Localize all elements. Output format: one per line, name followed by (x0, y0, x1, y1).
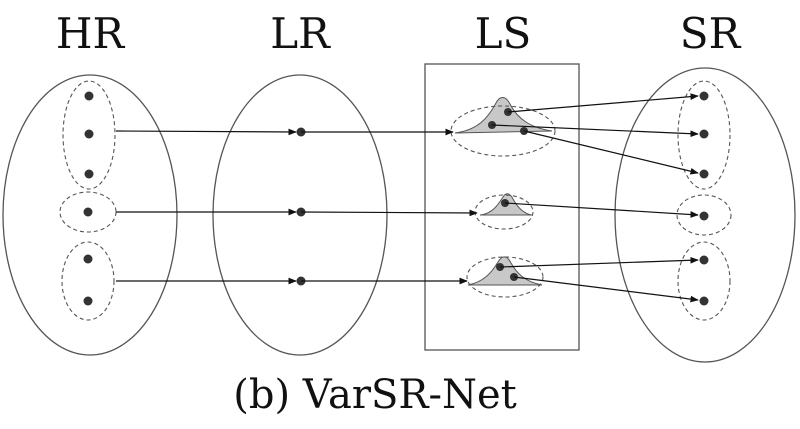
sr-point (700, 92, 709, 101)
hr-point (85, 170, 94, 179)
arrows-ls-to-sr (492, 96, 698, 300)
hr-point (84, 208, 93, 217)
ls-title: LS (475, 9, 532, 58)
sr-group-3 (678, 242, 730, 320)
hr-point (84, 297, 93, 306)
arrow (524, 131, 698, 173)
arrows-hr-to-lr (116, 131, 296, 281)
arrow (505, 203, 698, 215)
arrow (508, 96, 698, 112)
arrows-lr-to-ls (301, 132, 477, 281)
sr-point (700, 297, 709, 306)
arrow (500, 260, 698, 267)
distribution-curve (455, 97, 552, 133)
lr-title: LR (270, 9, 331, 58)
sr-point (700, 130, 709, 139)
lr-set (213, 75, 387, 355)
arrow (514, 277, 698, 300)
hr-point (85, 130, 94, 139)
hr-group-3 (62, 242, 114, 320)
latent-distribution (475, 194, 533, 229)
hr-set (3, 75, 177, 355)
latent-distribution (467, 257, 543, 297)
figure-caption: (b) VarSR-Net (233, 372, 517, 418)
hr-title: HR (56, 9, 126, 58)
sr-point (700, 212, 709, 221)
hr-point (85, 92, 94, 101)
sr-set (615, 68, 795, 362)
ls-set (425, 64, 579, 350)
sr-point (700, 256, 709, 265)
distribution-curve (468, 257, 542, 285)
arrow (116, 131, 296, 132)
hr-point (84, 255, 93, 264)
arrow (301, 212, 477, 213)
sr-title: SR (680, 9, 742, 58)
sr-point (700, 170, 709, 179)
